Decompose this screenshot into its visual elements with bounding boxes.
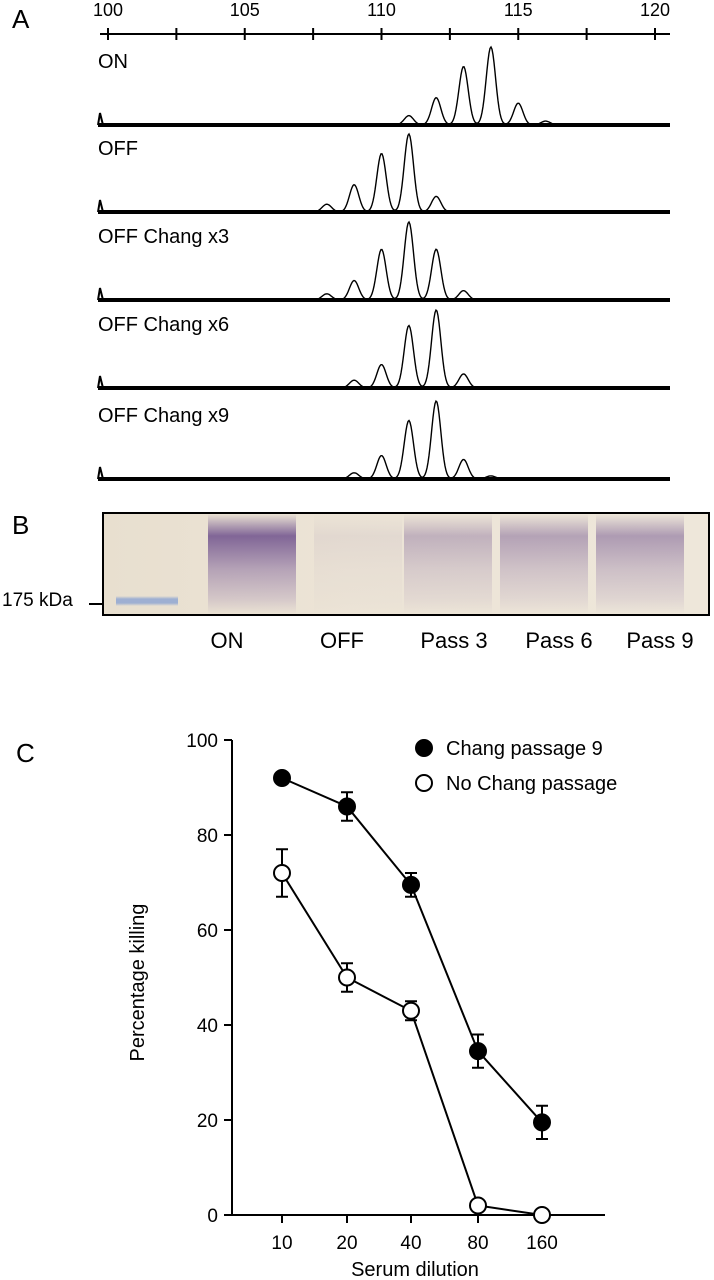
gel-lane bbox=[208, 514, 296, 614]
x-tick-label: 80 bbox=[467, 1233, 488, 1254]
trace-curve bbox=[104, 45, 668, 126]
y-axis-label: Percentage killing bbox=[127, 904, 149, 1062]
gel-lane-label: Pass 3 bbox=[420, 628, 488, 653]
data-point-filled bbox=[273, 769, 291, 787]
gel-lane-label: ON bbox=[210, 628, 244, 653]
marker-label: 175 kDa bbox=[2, 590, 73, 611]
trace-curve bbox=[104, 220, 668, 301]
panel-a-letter: A bbox=[12, 4, 30, 34]
trace-spike bbox=[97, 112, 104, 126]
y-tick-label: 100 bbox=[186, 731, 218, 752]
y-tick-label: 60 bbox=[197, 921, 218, 942]
legend-label: Chang passage 9 bbox=[446, 738, 603, 760]
trace-label: OFF Chang x3 bbox=[98, 226, 229, 248]
trace-curve bbox=[104, 399, 668, 480]
x-tick-label: 105 bbox=[230, 0, 260, 20]
gel-lane bbox=[500, 514, 588, 614]
panel-b-letter: B bbox=[12, 510, 30, 540]
trace-curve bbox=[104, 132, 668, 213]
gel-lane bbox=[596, 514, 684, 614]
trace-spike bbox=[97, 466, 104, 480]
fragment-trace-panel: 100 105 110 115 120 ON OFF OFF Chang x3 OFF Chan… bbox=[93, 0, 670, 481]
y-tick-label: 0 bbox=[207, 1206, 218, 1227]
data-point-filled bbox=[338, 797, 356, 816]
gel-lane-label: OFF bbox=[320, 628, 364, 653]
panel-c-letter: C bbox=[16, 738, 35, 768]
x-tick-label: 10 bbox=[271, 1233, 292, 1254]
trace-label: OFF bbox=[98, 138, 138, 160]
x-tick-label: 115 bbox=[504, 0, 533, 20]
gel-lane-label: Pass 6 bbox=[525, 628, 593, 653]
data-point-filled bbox=[402, 875, 420, 894]
data-point-open bbox=[469, 1196, 487, 1215]
x-tick-label: 100 bbox=[93, 0, 123, 20]
gel-lane bbox=[404, 514, 492, 614]
x-tick-label: 110 bbox=[367, 0, 396, 20]
gel-image bbox=[102, 512, 710, 616]
y-tick-label: 40 bbox=[197, 1016, 218, 1037]
data-point-open bbox=[338, 968, 356, 987]
series-line bbox=[281, 872, 543, 1216]
legend-label: No Chang passage bbox=[446, 773, 617, 795]
data-point-open bbox=[273, 864, 291, 882]
x-tick-label: 160 bbox=[526, 1233, 558, 1254]
data-point-filled bbox=[533, 1113, 551, 1132]
gel-lane-label: Pass 9 bbox=[626, 628, 694, 653]
trace-spike bbox=[97, 375, 104, 389]
x-axis-label: Serum dilution bbox=[351, 1259, 479, 1280]
y-tick-label: 80 bbox=[197, 826, 218, 847]
trace-label: OFF Chang x9 bbox=[98, 405, 229, 427]
data-point-filled bbox=[469, 1042, 487, 1061]
x-tick-label: 20 bbox=[336, 1233, 357, 1254]
trace-label: ON bbox=[98, 51, 128, 73]
y-tick-label: 20 bbox=[197, 1111, 218, 1132]
data-point-open bbox=[402, 1001, 420, 1020]
data-point-open bbox=[533, 1206, 551, 1224]
legend-marker bbox=[415, 774, 433, 792]
trace-curve bbox=[104, 308, 668, 389]
gel-lane bbox=[314, 514, 402, 614]
series-line bbox=[281, 777, 543, 1124]
marker-tick bbox=[89, 603, 103, 605]
legend-marker bbox=[415, 739, 433, 757]
x-tick-label: 120 bbox=[640, 0, 670, 20]
trace-spike bbox=[97, 287, 104, 301]
x-tick-label: 40 bbox=[400, 1233, 421, 1254]
trace-label: OFF Chang x6 bbox=[98, 314, 229, 336]
trace-spike bbox=[97, 199, 104, 213]
marker-lane bbox=[116, 514, 178, 614]
